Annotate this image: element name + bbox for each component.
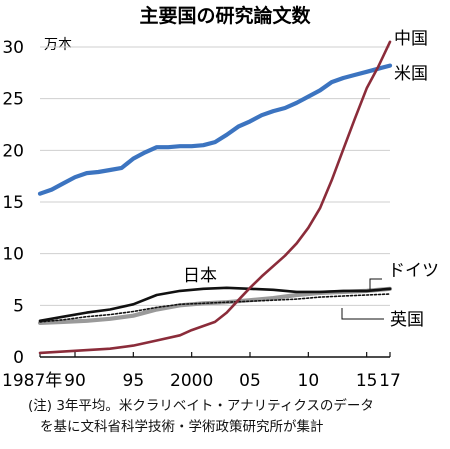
x-tick-label: 15 [356,371,378,391]
series-label: 日本 [183,266,217,286]
series-layer [37,40,393,355]
leader-line [369,278,382,290]
y-tick-label: 30 [2,38,24,58]
y-tick-label: 20 [2,141,24,161]
y-tick-label: 10 [2,245,24,265]
chart-note-line-1: (注) 3年平均。米クラリベイト・アナリティクスのデータ [28,398,374,414]
unit-label: 万本 [44,37,72,53]
series-label: ドイツ [388,261,439,281]
y-tick-label: 25 [2,90,24,110]
y-tick-label: 5 [13,296,24,316]
leader-line [341,308,384,320]
x-tick-label: 95 [123,371,145,391]
series-label: 英国 [390,310,424,330]
y-tick-label: 0 [13,348,24,368]
series-line [38,286,392,323]
y-tick-label: 15 [2,193,24,213]
series-line [37,63,393,196]
chart-note-line-2: を基に文科省科学技術・学術政策研究所が集計 [40,419,324,435]
x-tick-label: 2000 [170,371,213,391]
series-line [37,286,393,325]
series-line [39,293,391,323]
chart-title: 主要国の研究論文数 [139,4,311,27]
series-label: 米国 [394,64,428,84]
x-tick-label: 1987年 [2,371,62,391]
x-tick-label: 05 [239,371,261,391]
x-tick-label: 17 [379,371,401,391]
grid-layer [40,46,390,306]
series-label: 中国 [394,29,428,49]
x-tick-label: 90 [64,371,86,391]
x-tick-label: 10 [298,371,320,391]
series-line [38,40,392,355]
